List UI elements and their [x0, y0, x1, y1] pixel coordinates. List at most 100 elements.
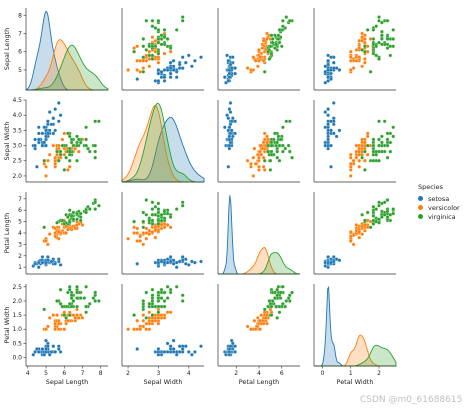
point-setosa-49 [326, 62, 330, 67]
point-virginica-39 [62, 222, 67, 226]
point-setosa-45 [331, 66, 336, 70]
point-setosa-42 [35, 164, 39, 169]
point-versicolor-27 [76, 316, 81, 320]
point-versicolor-18 [258, 327, 262, 332]
point-virginica-38 [69, 304, 74, 309]
legend-item-versicolor: versicolor [418, 203, 460, 212]
point-setosa-48 [162, 260, 167, 265]
point-setosa-39 [156, 79, 161, 83]
point-versicolor-5 [363, 40, 367, 45]
point-versicolor-26 [73, 226, 78, 231]
point-setosa-43 [33, 137, 37, 142]
point-setosa-45 [331, 119, 336, 124]
point-setosa-19 [230, 55, 235, 60]
point-setosa-50 [227, 134, 232, 139]
y-tick-label: 6 [18, 207, 22, 214]
point-virginica-36 [281, 143, 285, 148]
point-virginica-23 [287, 149, 292, 154]
point-virginica-35 [360, 48, 364, 52]
point-virginica-19 [93, 155, 98, 160]
point-virginica-8 [153, 204, 158, 209]
point-versicolor-43 [354, 155, 359, 160]
point-virginica-42 [78, 140, 83, 145]
point-versicolor-15 [252, 318, 257, 323]
point-setosa-48 [36, 350, 41, 354]
point-virginica-32 [377, 203, 381, 208]
point-setosa-16 [199, 55, 203, 60]
point-virginica-30 [365, 143, 370, 148]
point-virginica-48 [270, 40, 275, 45]
point-virginica-40 [78, 296, 83, 300]
point-setosa-14 [31, 352, 36, 357]
point-versicolor-49 [351, 66, 356, 70]
point-setosa-32 [331, 131, 336, 136]
point-setosa-43 [162, 79, 167, 83]
point-setosa-45 [46, 255, 50, 259]
point-virginica-19 [290, 155, 294, 160]
point-setosa-33 [323, 64, 328, 69]
point-virginica-35 [275, 316, 280, 320]
point-virginica-41 [275, 140, 280, 145]
point-versicolor-37 [75, 223, 79, 227]
point-virginica-44 [162, 35, 167, 40]
point-versicolor-42 [263, 316, 268, 320]
point-versicolor-44 [44, 327, 48, 332]
point-setosa-48 [227, 75, 232, 80]
point-virginica-50 [269, 143, 274, 148]
x-axis-label-sepal-length: Sepal Length [46, 378, 89, 386]
point-setosa-50 [227, 68, 232, 72]
point-versicolor-27 [76, 149, 81, 154]
point-virginica-6 [286, 143, 291, 148]
point-setosa-50 [165, 350, 170, 354]
point-virginica-31 [87, 207, 92, 211]
point-virginica-45 [391, 134, 396, 139]
point-versicolor-35 [363, 60, 367, 65]
point-versicolor-4 [257, 164, 261, 169]
point-versicolor-32 [53, 327, 58, 332]
point-virginica-31 [281, 149, 285, 154]
point-setosa-15 [58, 263, 63, 267]
point-setosa-14 [323, 80, 328, 85]
point-virginica-44 [278, 290, 283, 295]
point-setosa-34 [193, 58, 197, 63]
point-virginica-48 [71, 143, 76, 148]
y-tick-label: 7 [18, 196, 22, 203]
y-tick-label: 5 [18, 219, 22, 226]
point-virginica-23 [93, 200, 98, 205]
point-versicolor-42 [360, 224, 364, 229]
point-setosa-44 [44, 338, 48, 343]
point-setosa-50 [326, 260, 330, 265]
point-setosa-44 [171, 68, 176, 72]
point-versicolor-21 [162, 51, 167, 56]
point-versicolor-50 [56, 230, 61, 234]
point-versicolor-43 [144, 231, 149, 235]
point-virginica-40 [380, 33, 384, 38]
point-virginica-32 [97, 299, 101, 303]
point-setosa-42 [35, 347, 39, 351]
point-virginica-8 [86, 146, 90, 151]
point-virginica-17 [274, 143, 278, 148]
point-virginica-31 [374, 207, 379, 211]
point-setosa-49 [177, 350, 182, 354]
point-setosa-19 [56, 347, 61, 351]
point-setosa-16 [228, 101, 233, 105]
point-versicolor-41 [53, 321, 58, 326]
point-versicolor-42 [156, 316, 161, 320]
point-virginica-14 [141, 55, 146, 60]
point-virginica-32 [284, 299, 289, 303]
point-setosa-33 [47, 110, 52, 114]
point-virginica-36 [156, 18, 161, 23]
point-versicolor-50 [258, 55, 262, 60]
point-virginica-48 [377, 143, 381, 148]
point-versicolor-26 [360, 38, 364, 43]
point-virginica-46 [75, 217, 79, 222]
point-virginica-32 [284, 15, 289, 19]
point-versicolor-41 [354, 58, 359, 63]
point-virginica-49 [273, 46, 277, 50]
x-tick-label: 4 [257, 370, 261, 377]
point-virginica-45 [75, 211, 79, 216]
point-versicolor-49 [46, 242, 50, 247]
point-virginica-3 [380, 29, 384, 34]
y-axis-label-sepal-width: Sepal Width [3, 122, 11, 161]
point-versicolor-16 [159, 226, 164, 231]
